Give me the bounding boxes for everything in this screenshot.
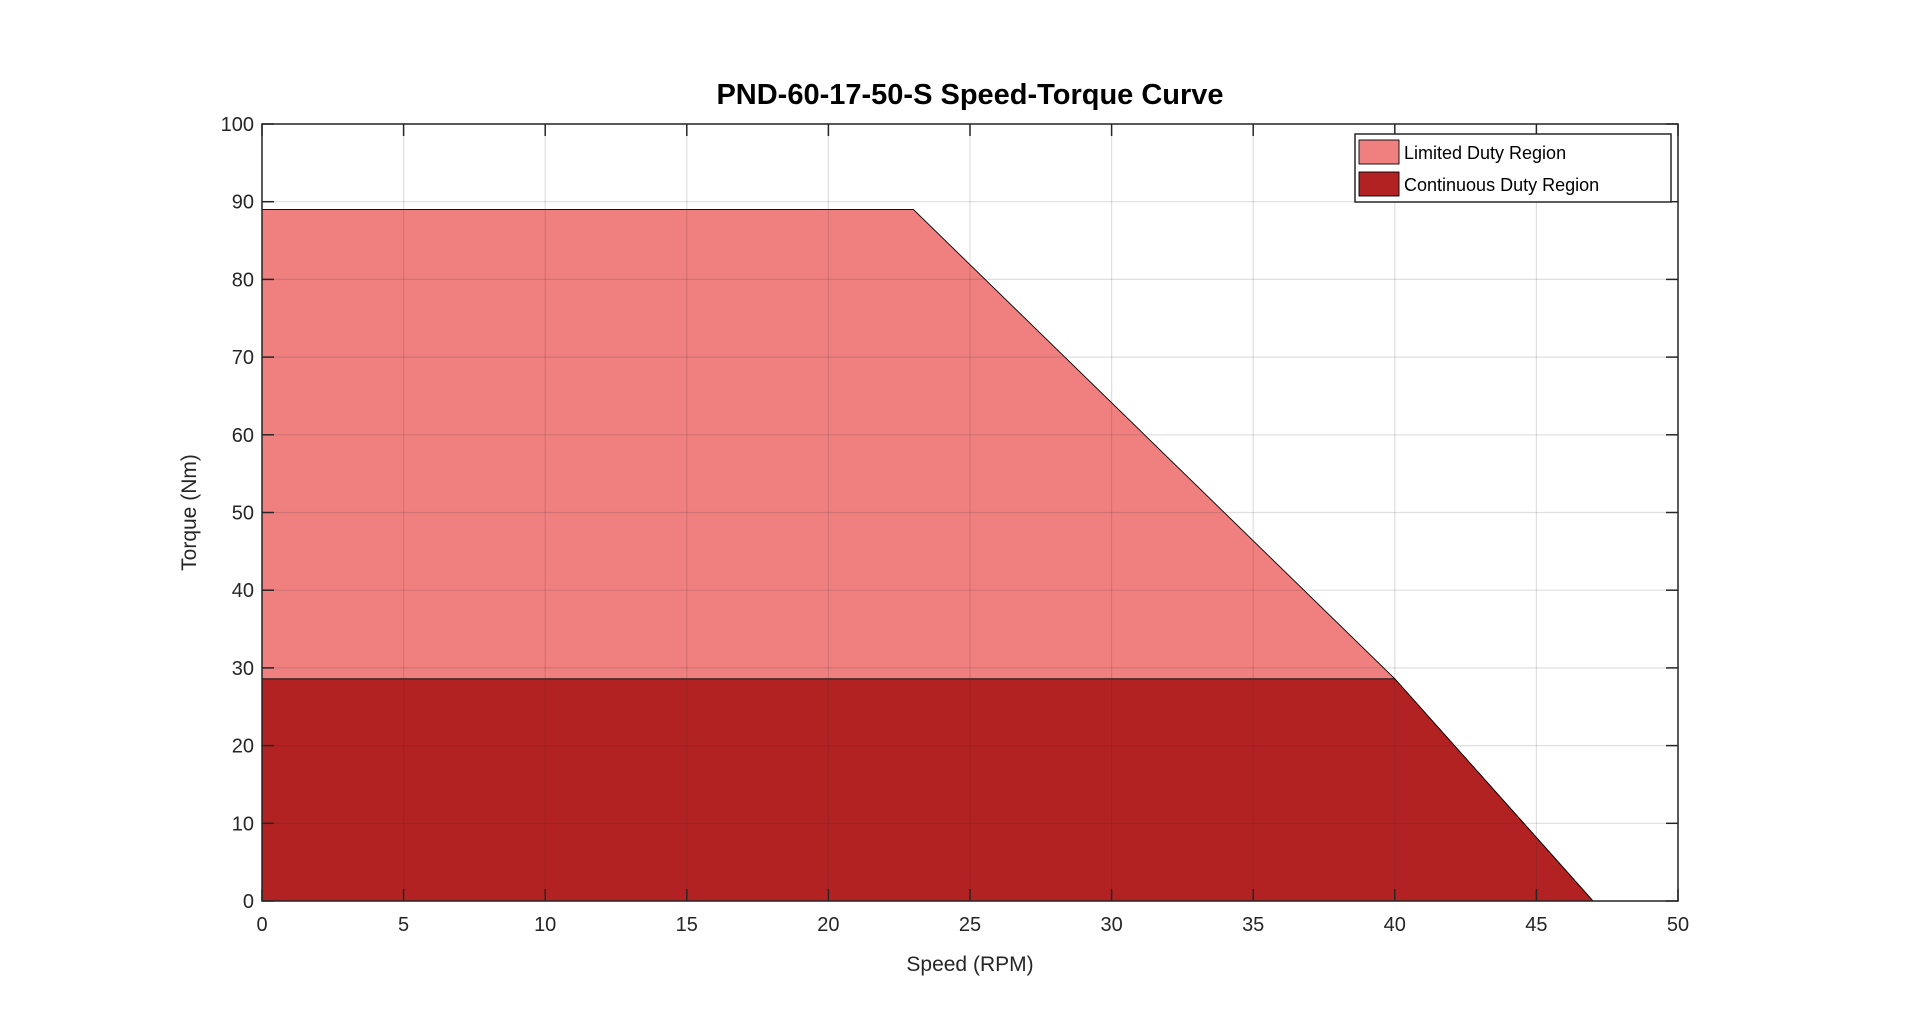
y-tick-label: 60 [232, 425, 254, 447]
series-area-continuous-duty [261, 678, 1595, 902]
y-tick-label: 30 [232, 658, 254, 680]
x-tick-label: 50 [1667, 914, 1689, 936]
x-tick-label: 15 [676, 914, 698, 936]
y-axis-label: Torque (Nm) [178, 454, 201, 571]
y-tick-label: 100 [221, 114, 254, 136]
chart-title: PND-60-17-50-S Speed-Torque Curve [716, 79, 1223, 111]
x-tick-label: 35 [1242, 914, 1264, 936]
x-tick-label: 30 [1100, 914, 1122, 936]
plot-area: 0 5 10 15 20 25 30 35 40 45 50 0 10 20 30 40 50 60 70 80 90 1… [221, 114, 1690, 936]
legend-box [1354, 133, 1672, 203]
y-tick-label: 40 [232, 580, 254, 602]
y-tick-label: 10 [232, 813, 254, 835]
y-tick-label: 50 [232, 503, 254, 525]
legend-swatch [1358, 171, 1400, 197]
y-tick-label: 20 [232, 736, 254, 758]
x-tick-label: 10 [534, 914, 556, 936]
legend-label: Limited Duty Region [1404, 143, 1566, 163]
x-tick-label: 25 [959, 914, 981, 936]
ticks: 0 5 10 15 20 25 30 35 40 45 50 0 10 20 30 40 50 60 70 80 90 1… [221, 114, 1690, 936]
legend-label: Continuous Duty Region [1404, 175, 1599, 195]
y-tick-label: 90 [232, 192, 254, 214]
x-axis-label: Speed (RPM) [906, 953, 1033, 976]
legend: Limited Duty Region Continuous Duty Regio… [1354, 133, 1672, 203]
x-tick-label: 5 [398, 914, 409, 936]
x-tick-label: 20 [817, 914, 839, 936]
y-tick-label: 80 [232, 269, 254, 291]
x-tick-label: 40 [1384, 914, 1406, 936]
x-tick-label: 45 [1525, 914, 1547, 936]
x-tick-label: 0 [256, 914, 267, 936]
legend-swatch [1358, 139, 1400, 165]
y-tick-label: 70 [232, 347, 254, 369]
y-tick-label: 0 [243, 891, 254, 913]
